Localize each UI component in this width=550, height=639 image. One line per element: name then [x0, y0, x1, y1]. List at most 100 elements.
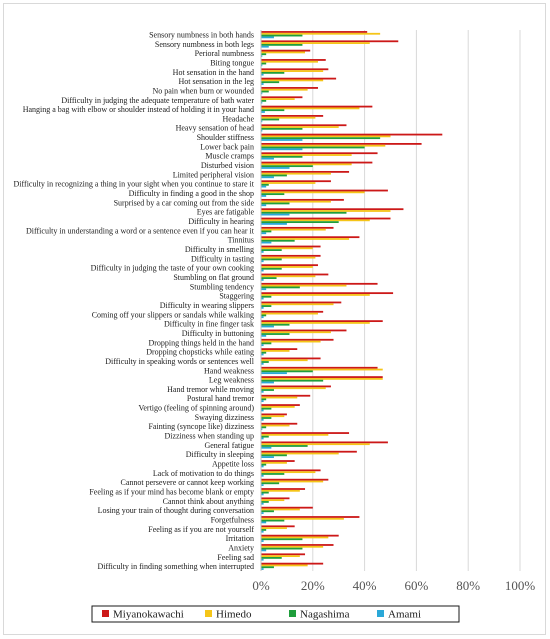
x-tick-label: 80%	[456, 578, 480, 593]
bar-himedo-47	[261, 471, 316, 474]
bar-marks	[260, 30, 443, 571]
bar-himedo-14	[261, 163, 352, 166]
bar-nagashima-44	[261, 445, 308, 447]
category-label: Irritation	[226, 534, 254, 543]
category-label: Difficulty in judging the adequate tempe…	[61, 96, 254, 105]
bar-amami-57	[261, 568, 264, 570]
bar-himedo-22	[261, 238, 350, 240]
bar-himedo-8	[261, 107, 360, 110]
bar-himedo-54	[261, 536, 329, 539]
category-label: Hot sensation in the leg	[178, 77, 254, 86]
bar-himedo-53	[261, 527, 287, 530]
category-label: Stumbling on flat ground	[173, 273, 254, 282]
bar-miyanokawachi-27	[261, 282, 378, 285]
bar-nagashima-27	[261, 286, 300, 289]
category-label: Fainting (syncope like) dizziness	[148, 422, 254, 431]
category-label: Postural hand tremor	[187, 394, 254, 403]
bar-miyanokawachi-24	[261, 254, 321, 257]
bar-nagashima-1	[261, 43, 303, 46]
bar-himedo-33	[261, 340, 321, 343]
bar-nagashima-29	[261, 305, 272, 307]
category-label: Eyes are fatigable	[197, 208, 255, 217]
bar-himedo-13	[261, 154, 352, 156]
bar-himedo-41	[261, 415, 285, 418]
category-label: Hand weakness	[204, 366, 254, 375]
bar-nagashima-9	[261, 118, 280, 121]
bar-nagashima-13	[261, 155, 303, 158]
category-label: Vertigo (feeling of spinning around)	[138, 404, 254, 413]
bar-amami-9	[261, 120, 263, 123]
category-label: Muscle cramps	[205, 152, 254, 161]
bar-nagashima-16	[261, 183, 269, 186]
bar-amami-30	[261, 316, 264, 319]
bar-amami-53	[261, 530, 264, 533]
category-label: Hot sensation in the hand	[173, 68, 254, 77]
category-label: Biting tongue	[210, 58, 254, 67]
category-label: Cannot think about anything	[163, 497, 254, 506]
bar-nagashima-31	[261, 323, 290, 326]
bar-amami-35	[261, 362, 264, 365]
bar-amami-11	[261, 139, 303, 141]
legend-label-nagashima: Nagashima	[300, 609, 350, 621]
category-label: No pain when burn or wounded	[152, 86, 254, 95]
bar-amami-5	[261, 83, 264, 85]
bar-himedo-34	[261, 350, 290, 352]
bar-nagashima-24	[261, 258, 282, 261]
chart-frame	[3, 3, 546, 635]
bar-nagashima-0	[261, 34, 303, 37]
bar-miyanokawachi-46	[261, 460, 295, 462]
category-label: Difficulty in fine finger task	[164, 320, 254, 329]
bar-amami-50	[261, 502, 264, 505]
bar-nagashima-8	[261, 109, 285, 112]
bar-amami-39	[261, 400, 264, 403]
bar-miyanokawachi-11	[261, 133, 443, 136]
category-label: General fatigue	[204, 441, 254, 450]
bar-miyanokawachi-29	[261, 301, 342, 304]
bar-nagashima-54	[261, 538, 303, 541]
bar-amami-31	[261, 325, 274, 328]
bar-nagashima-41	[261, 417, 272, 419]
bar-nagashima-6	[261, 90, 269, 93]
bar-amami-55	[261, 549, 267, 552]
bar-miyanokawachi-45	[261, 450, 357, 453]
bar-nagashima-42	[261, 426, 267, 429]
bar-nagashima-56	[261, 557, 282, 559]
bar-amami-2	[261, 55, 263, 57]
bar-miyanokawachi-49	[261, 488, 306, 490]
bar-miyanokawachi-8	[261, 105, 373, 108]
bar-nagashima-18	[261, 202, 290, 205]
bar-miyanokawachi-13	[261, 152, 378, 155]
category-label: Staggering	[219, 292, 254, 301]
bar-himedo-1	[261, 42, 370, 44]
category-label: Feeling as if you are not yourself	[148, 525, 254, 534]
bar-amami-13	[261, 157, 274, 160]
bar-nagashima-22	[261, 239, 295, 242]
bar-nagashima-39	[261, 398, 267, 401]
category-label: Leg weakness	[209, 376, 254, 385]
bar-amami-7	[261, 101, 263, 104]
bar-amami-29	[261, 306, 264, 309]
bar-himedo-35	[261, 359, 308, 362]
bar-himedo-24	[261, 256, 316, 259]
bar-amami-28	[261, 297, 264, 300]
bar-miyanokawachi-28	[261, 292, 394, 295]
bar-miyanokawachi-50	[261, 497, 290, 500]
bar-amami-22	[261, 241, 272, 244]
bar-himedo-0	[261, 32, 381, 35]
bar-amami-12	[261, 148, 303, 151]
bar-nagashima-49	[261, 491, 269, 494]
bar-nagashima-57	[261, 566, 274, 569]
bar-miyanokawachi-39	[261, 394, 311, 397]
bar-himedo-21	[261, 228, 326, 231]
bar-himedo-28	[261, 294, 370, 296]
bar-amami-6	[261, 92, 263, 95]
bar-himedo-40	[261, 405, 295, 408]
category-label: Surprised by a car coming out from the s…	[114, 198, 255, 207]
bar-amami-33	[261, 344, 264, 347]
bar-himedo-5	[261, 79, 324, 82]
bar-miyanokawachi-5	[261, 77, 337, 80]
bar-amami-1	[261, 45, 269, 48]
bar-nagashima-21	[261, 230, 272, 233]
bar-miyanokawachi-12	[261, 142, 422, 145]
category-label: Appetite loss	[212, 460, 254, 469]
